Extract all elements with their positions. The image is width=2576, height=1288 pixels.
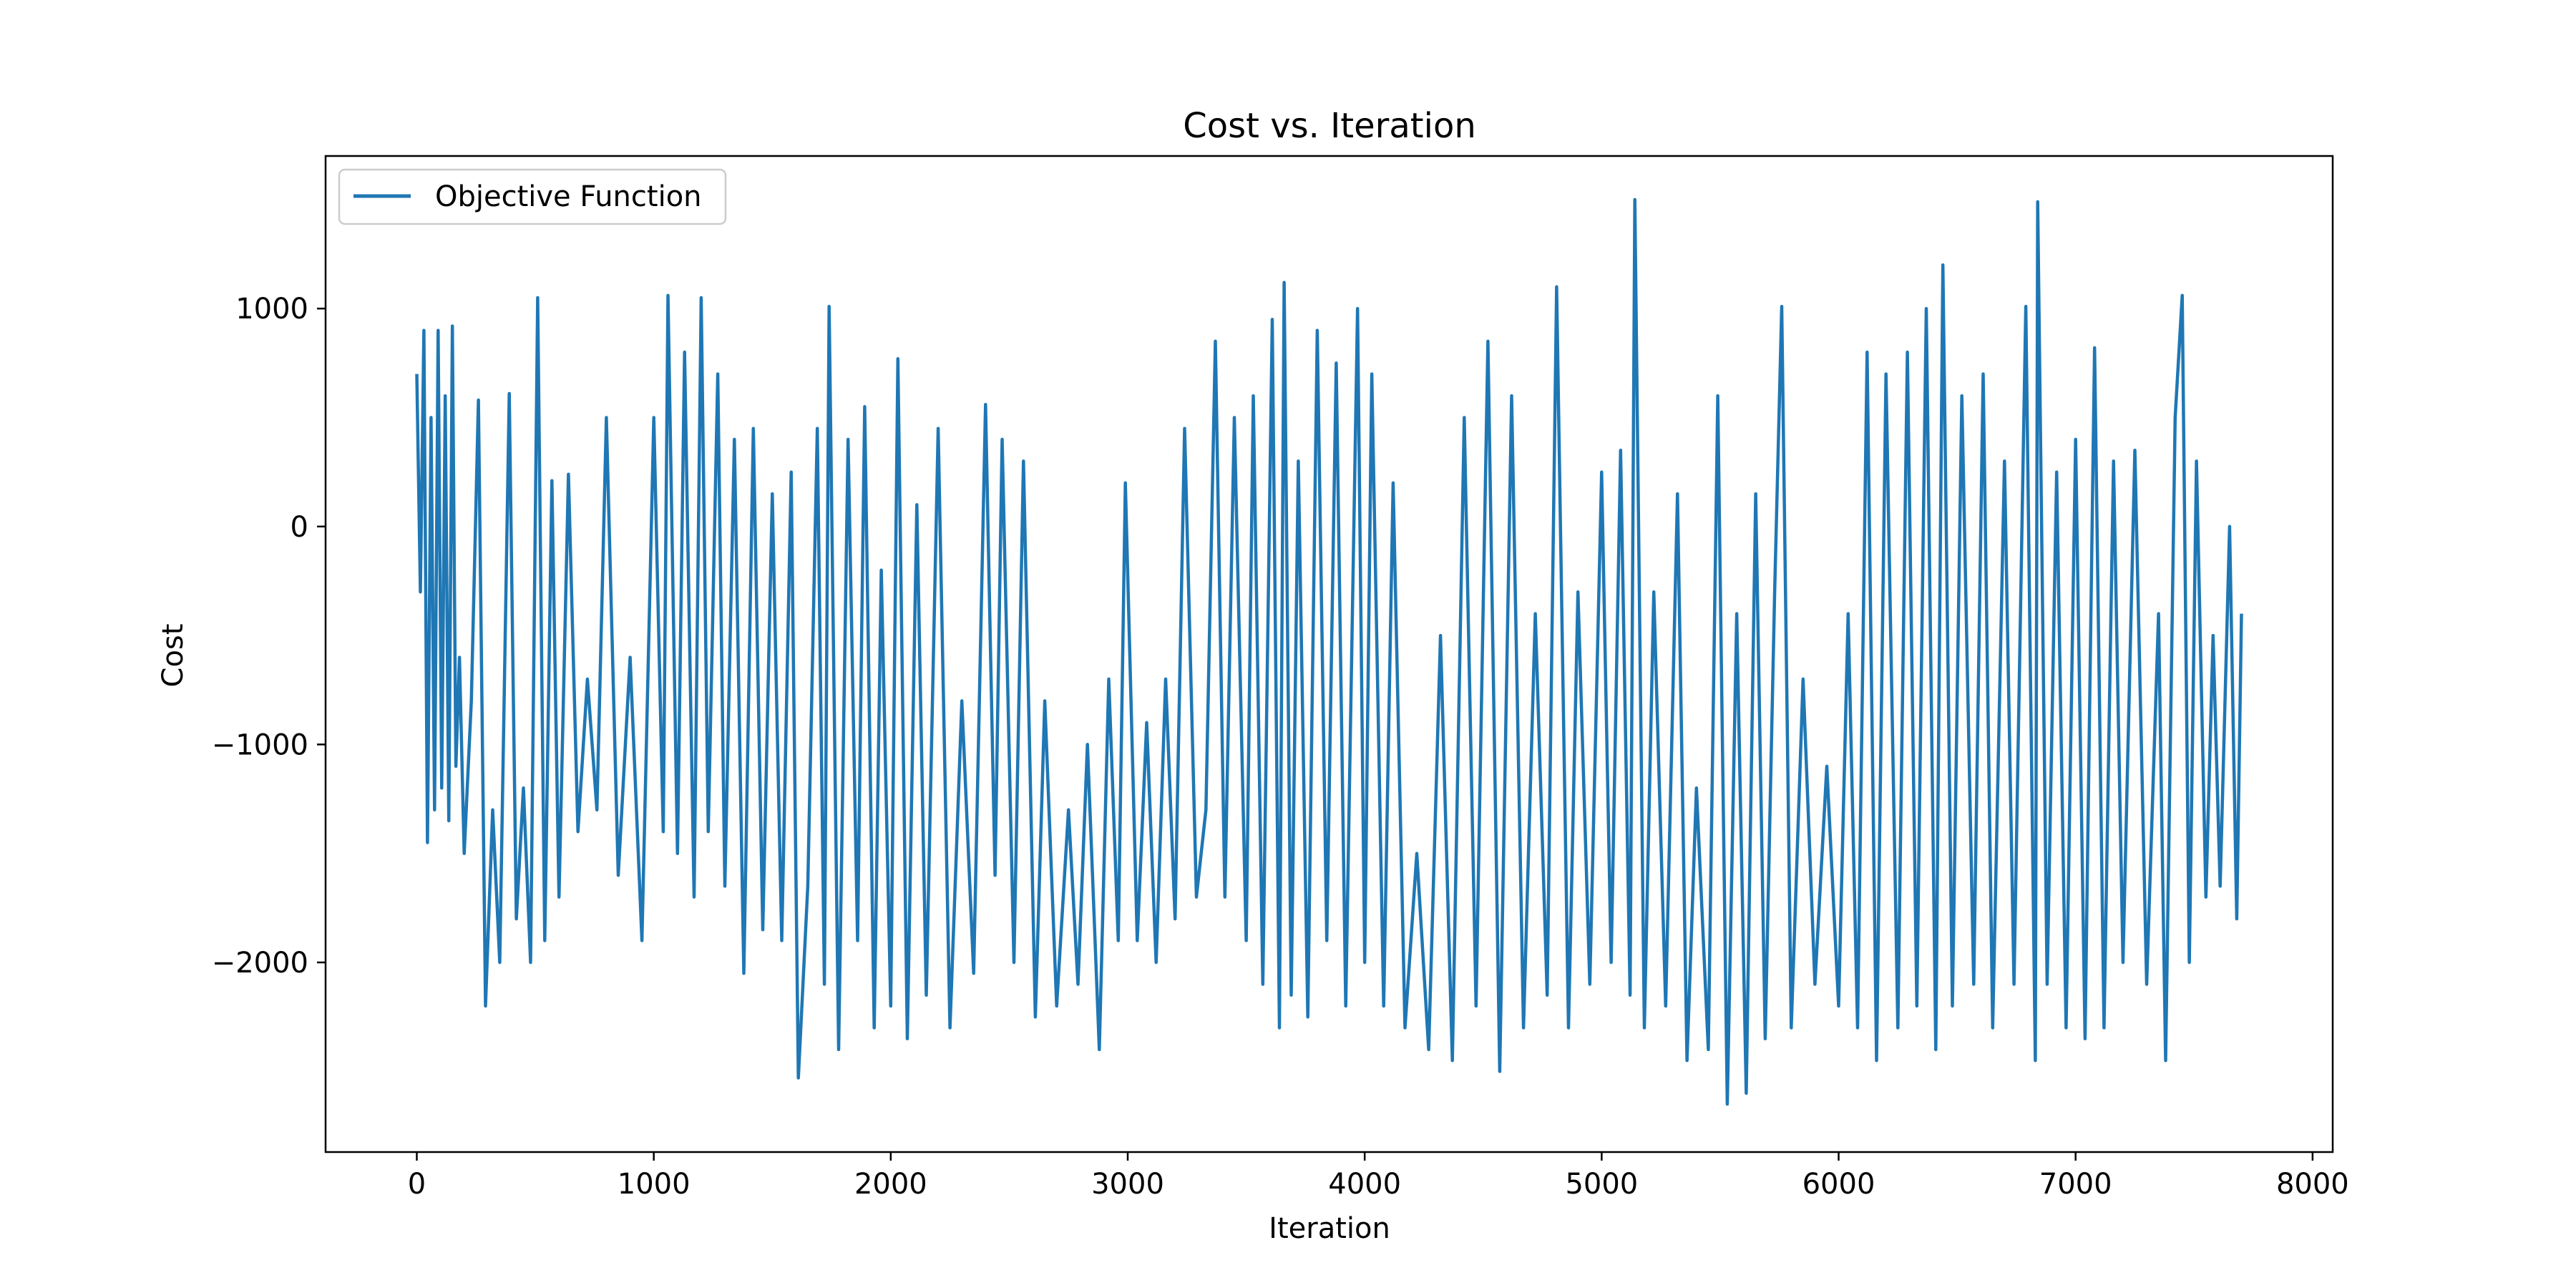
x-tick-label: 7000 [2039, 1168, 2112, 1201]
y-axis-label: Cost [157, 624, 190, 688]
chart-title: Cost vs. Iteration [1183, 106, 1476, 146]
plot-frame [324, 155, 2334, 1153]
y-axis-ticks: 1000 0 −1000 −2000 [212, 293, 326, 980]
legend: Objective Function [338, 168, 727, 225]
legend-box [338, 168, 727, 225]
x-axis-label: Iteration [1269, 1212, 1390, 1245]
x-tick-label: 5000 [1565, 1168, 1638, 1201]
plot-area [324, 155, 2334, 1153]
series-layer [415, 197, 2243, 1106]
x-tick-label: 1000 [618, 1168, 691, 1201]
y-tick-label: −1000 [212, 728, 308, 761]
x-tick-label: 3000 [1091, 1168, 1164, 1201]
x-tick-label: 6000 [1802, 1168, 1875, 1201]
x-tick-label: 2000 [854, 1168, 927, 1201]
x-axis-ticks: 0 1000 2000 3000 4000 5000 6000 7000 8000 [408, 1152, 2349, 1201]
series-line-objective-function [415, 197, 2243, 1106]
x-tick-label: 4000 [1328, 1168, 1401, 1201]
y-tick-label: 1000 [235, 293, 308, 326]
x-tick-label: 0 [408, 1168, 426, 1201]
y-tick-label: −2000 [212, 947, 308, 980]
legend-entry-objective-function: Objective Function [435, 180, 702, 213]
x-tick-label: 8000 [2276, 1168, 2349, 1201]
y-tick-label: 0 [291, 511, 308, 544]
